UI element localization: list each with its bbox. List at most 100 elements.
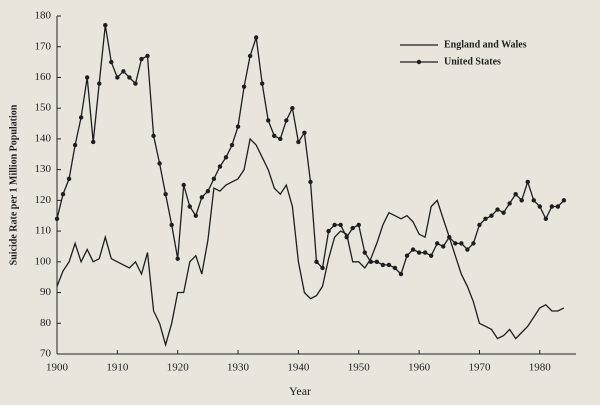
x-tick-label: 1970 — [468, 362, 491, 374]
data-point — [241, 84, 247, 89]
x-tick-label: 1980 — [529, 362, 552, 374]
data-point — [72, 142, 78, 148]
data-point — [543, 216, 549, 221]
data-point — [163, 192, 168, 197]
y-tick-label: 120 — [35, 194, 52, 206]
data-point — [422, 250, 428, 255]
series-line — [56, 137, 565, 348]
data-point — [416, 250, 422, 255]
data-point — [199, 195, 205, 200]
data-point — [447, 235, 452, 240]
y-tick-label: 80 — [40, 317, 52, 329]
data-point — [465, 247, 470, 252]
data-point — [127, 75, 132, 80]
data-point — [54, 216, 60, 221]
y-tick-label: 150 — [35, 102, 52, 114]
data-point — [78, 115, 84, 120]
data-point — [187, 204, 192, 209]
data-point — [459, 241, 464, 246]
data-point — [181, 182, 186, 188]
data-point — [266, 118, 271, 123]
data-point — [513, 192, 518, 197]
data-point — [338, 222, 343, 228]
data-point — [157, 161, 162, 166]
data-point — [247, 53, 253, 59]
data-point — [308, 179, 313, 185]
data-point — [555, 204, 561, 209]
data-point — [272, 133, 277, 139]
y-tick-label: 110 — [35, 225, 52, 237]
data-point — [66, 176, 72, 182]
x-tick-label: 1960 — [408, 362, 431, 374]
data-point — [103, 23, 108, 28]
data-point — [169, 222, 174, 228]
legend-marker — [416, 59, 422, 65]
data-point — [434, 241, 440, 246]
data-point — [428, 253, 434, 258]
data-point — [507, 201, 512, 206]
y-tick-label: 100 — [35, 255, 52, 267]
x-tick-label: 1910 — [106, 362, 129, 374]
x-tick-label: 1920 — [167, 362, 190, 374]
y-tick-label: 170 — [35, 40, 52, 52]
x-tick-label: 1940 — [287, 362, 310, 374]
y-tick-label: 90 — [40, 286, 52, 298]
data-point — [495, 207, 500, 212]
y-axis-label: Suicide Rate per 1 Million Population — [8, 104, 19, 265]
x-tick-label: 1930 — [227, 362, 250, 374]
data-point — [471, 241, 476, 246]
data-point — [453, 241, 458, 246]
data-point — [60, 192, 66, 197]
data-point — [501, 210, 506, 215]
data-point — [398, 271, 404, 277]
data-point — [259, 81, 265, 86]
data-point — [193, 213, 199, 218]
data-point — [229, 142, 235, 148]
data-point — [525, 179, 530, 185]
data-point — [115, 75, 120, 80]
data-point — [223, 155, 229, 160]
legend-label: United States — [444, 56, 501, 67]
x-axis-label: Year — [289, 384, 311, 398]
y-tick-label: 140 — [35, 132, 52, 144]
data-point — [549, 204, 555, 209]
legend-label: England and Wales — [444, 39, 527, 50]
data-point — [477, 222, 482, 228]
data-point — [151, 133, 156, 139]
data-point — [326, 228, 331, 234]
data-point — [362, 250, 367, 255]
data-point — [121, 69, 126, 74]
data-point — [205, 188, 211, 194]
data-point — [380, 262, 386, 268]
x-tick-label: 1900 — [46, 362, 69, 374]
data-point — [374, 259, 380, 265]
data-point — [314, 259, 319, 265]
data-point — [386, 262, 392, 268]
data-point — [97, 81, 102, 86]
data-point — [296, 139, 301, 145]
data-point — [145, 53, 150, 59]
y-tick-label: 180 — [35, 10, 52, 22]
data-point — [519, 198, 524, 203]
data-point — [320, 265, 325, 271]
data-point — [350, 225, 355, 231]
data-point — [483, 216, 488, 221]
data-point — [217, 164, 223, 169]
data-point — [84, 75, 90, 80]
y-tick-label: 70 — [40, 348, 52, 360]
data-point — [356, 222, 361, 228]
x-tick-label: 1950 — [348, 362, 371, 374]
data-point — [253, 35, 259, 40]
data-point — [290, 105, 295, 111]
data-point — [404, 253, 410, 258]
data-point — [133, 81, 138, 86]
data-point — [531, 198, 536, 203]
data-point — [332, 222, 337, 228]
y-tick-label: 130 — [35, 163, 52, 175]
data-point — [561, 198, 567, 203]
data-point — [211, 176, 217, 182]
data-point — [489, 213, 494, 218]
data-point — [392, 265, 398, 271]
